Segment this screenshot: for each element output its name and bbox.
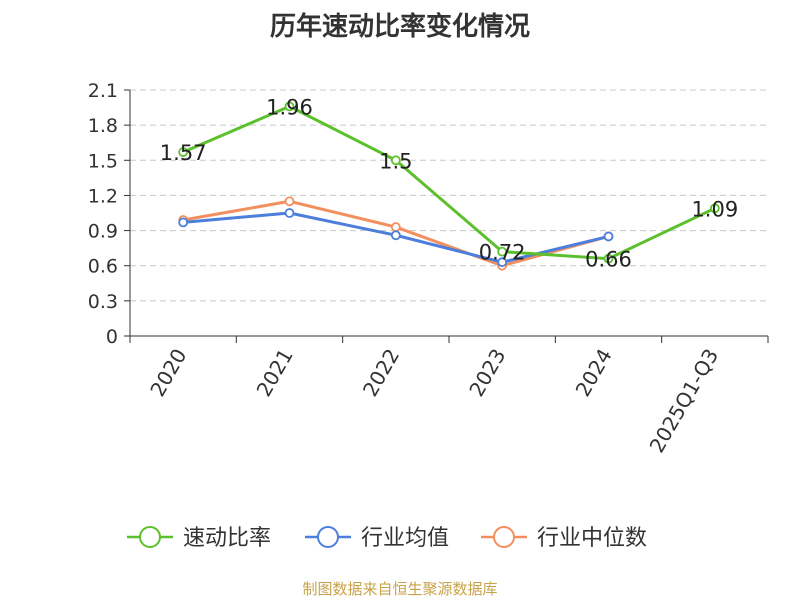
- legend-marker: [493, 526, 515, 548]
- x-tick-label: 2025Q1-Q3: [644, 345, 723, 457]
- data-point: [603, 253, 614, 264]
- data-point: [497, 257, 508, 268]
- series-lines: [178, 101, 720, 271]
- y-tick-label: 1.5: [88, 150, 118, 172]
- data-point: [178, 217, 189, 228]
- data-point: [284, 196, 295, 207]
- data-label: 1.5: [379, 149, 412, 173]
- legend-item-0: 速动比率: [127, 526, 271, 551]
- data-label: 1.09: [691, 197, 738, 221]
- y-tick-label: 0: [106, 326, 118, 348]
- data-point: [284, 101, 295, 112]
- x-tick-label: 2022: [358, 345, 404, 401]
- x-tick-label: 2023: [464, 344, 510, 400]
- data-point: [178, 147, 189, 157]
- legend-marker: [317, 526, 339, 548]
- data-label: 0.72: [479, 241, 526, 265]
- y-tick-label: 2.1: [88, 80, 118, 102]
- legend-label: 行业均值: [361, 526, 449, 551]
- legend-marker: [139, 526, 161, 548]
- axes: 0 0.3 0.6 0.9 1.2 1.5 1.8 2.1 2020 2021 2022 2023 20…: [88, 80, 769, 457]
- legend-label: 行业中位数: [537, 526, 647, 551]
- y-tick-label: 0.6: [88, 256, 118, 278]
- y-tick-label: 1.8: [88, 115, 118, 137]
- x-tick-label: 2021: [252, 345, 298, 401]
- data-labels: 1.57 1.96 1.5 0.72 0.66 1.09: [160, 95, 738, 271]
- legend-item-2: 行业中位数: [481, 526, 647, 551]
- chart-title: 历年速动比率变化情况: [269, 12, 530, 42]
- x-tick-label: 2020: [145, 345, 191, 401]
- y-tick-label: 0.3: [88, 291, 118, 313]
- data-point: [709, 203, 720, 214]
- legend: 速动比率 行业均值 行业中位数: [127, 526, 647, 551]
- y-tick-label: 1.2: [88, 185, 118, 207]
- data-point: [390, 222, 401, 232]
- x-tick-label: 2024: [571, 345, 617, 401]
- data-point: [390, 230, 401, 241]
- series-0: [178, 101, 720, 264]
- data-label: 1.57: [160, 141, 207, 165]
- data-label: 0.66: [585, 248, 632, 272]
- series-line: [182, 104, 716, 261]
- series-1: [178, 208, 614, 268]
- y-tick-label: 0.9: [88, 221, 118, 243]
- legend-label: 速动比率: [183, 526, 271, 551]
- data-point: [284, 208, 295, 218]
- gridlines: [130, 89, 768, 302]
- data-point: [497, 246, 508, 257]
- data-point: [390, 155, 401, 166]
- data-source-note: 制图数据来自恒生聚源数据库: [302, 580, 498, 598]
- legend-item-1: 行业均值: [305, 526, 449, 551]
- data-label: 1.96: [266, 95, 313, 119]
- data-point: [603, 231, 614, 242]
